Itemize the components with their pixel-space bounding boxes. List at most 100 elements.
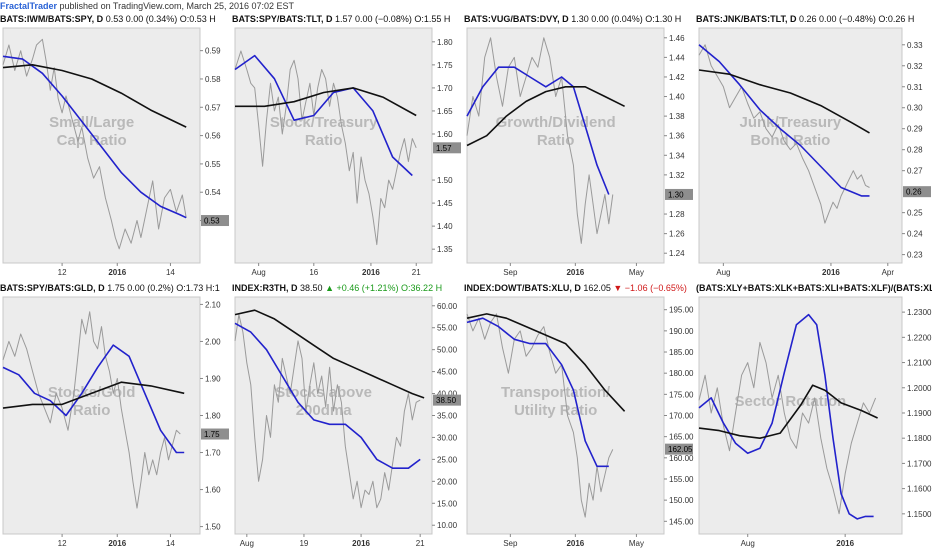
y-tick-label: 1.44: [669, 53, 685, 62]
x-tick-label: Sep: [503, 268, 518, 277]
last-value-label: 1.30: [668, 190, 684, 199]
x-tick-label: 21: [416, 539, 425, 548]
y-tick-label: 1.38: [669, 112, 685, 121]
series-line-ma_slow: [2, 381, 185, 409]
series-line-price: [2, 311, 181, 509]
x-tick-label: 2016: [566, 539, 584, 548]
last-value-label: 0.53: [204, 217, 220, 226]
x-tick-label: 14: [166, 268, 175, 277]
last-value-label: 1.57: [436, 144, 452, 153]
y-tick-label: 50.00: [437, 346, 458, 355]
series-line-ma_fast: [2, 344, 185, 454]
series-line-ma_fast: [466, 317, 609, 468]
chart-panel-small-large[interactable]: BATS:IWM/BATS:SPY, D 0.53 0.00 (0.34%) O…: [0, 13, 230, 279]
y-tick-label: 1.65: [437, 107, 453, 116]
plot-area: [698, 296, 903, 535]
chart-panel-stocks-gold[interactable]: BATS:SPY/BATS:GLD, D 1.75 0.00 (0.2%) O:…: [0, 282, 230, 550]
y-tick-label: 0.33: [907, 41, 923, 50]
publish-banner: FractalTrader published on TradingView.c…: [0, 0, 932, 12]
chart-overlay-label: Stock/Treasury: [270, 114, 378, 131]
last-value-label: 0.26: [906, 188, 922, 197]
y-tick-label: 1.50: [437, 176, 453, 185]
y-tick-label: 0.59: [205, 47, 221, 56]
panel-header: BATS:SPY/BATS:TLT, D 1.57 0.00 (−0.08%) …: [232, 13, 450, 26]
y-tick-label: 1.46: [669, 34, 685, 43]
chart-overlay-label: Cap Ratio: [57, 132, 127, 149]
series-line-ma_slow: [698, 69, 870, 134]
y-tick-label: 0.23: [907, 251, 923, 260]
y-tick-label: 1.75: [437, 61, 453, 70]
y-tick-label: 165.00: [669, 433, 694, 442]
series-line-price: [698, 341, 877, 515]
panel-symbol: INDEX:DOWT/BATS:XLU, D: [464, 283, 581, 293]
chart-overlay-label: Growth/Dividend: [496, 114, 616, 131]
chart-overlay-label: Ratio: [73, 402, 111, 419]
y-tick-label: 175.00: [669, 390, 694, 399]
y-tick-label: 185.00: [669, 348, 694, 357]
series-line-ma_fast: [698, 313, 874, 520]
x-tick-label: 2016: [822, 268, 840, 277]
series-line-ma_slow: [2, 63, 187, 128]
chart-panel-sector-rotation[interactable]: (BATS:XLY+BATS:XLK+BATS:XLI+BATS:XLF)/(B…: [696, 282, 932, 550]
last-value-label: 162.05: [668, 445, 693, 454]
y-tick-label: 1.90: [205, 374, 221, 383]
x-tick-label: 2016: [352, 539, 370, 548]
chart-svg[interactable]: Transportation/Utility Ratio 195.00 190.00…: [464, 282, 694, 550]
chart-panel-stock-treasury[interactable]: BATS:SPY/BATS:TLT, D 1.57 0.00 (−0.08%) …: [232, 13, 462, 279]
panel-symbol: BATS:SPY/BATS:TLT, D: [232, 14, 333, 24]
series-line-price: [698, 44, 870, 224]
y-tick-label: 1.50: [205, 523, 221, 532]
chart-svg[interactable]: Stocks/GoldRatio2.102.001.901.801.701.60…: [0, 282, 230, 550]
chart-panel-growth-dividend[interactable]: BATS:VUG/BATS:DVY, D 1.30 0.00 (0.04%) O…: [464, 13, 694, 279]
chart-overlay-label: 200dma: [296, 402, 353, 419]
chart-overlay-label: Ratio: [305, 132, 343, 149]
panel-header: INDEX:DOWT/BATS:XLU, D 162.05 ▼ −1.06 (−…: [464, 282, 687, 295]
plot-area: [2, 27, 201, 264]
y-tick-label: 1.1900: [907, 409, 932, 418]
panel-header: BATS:SPY/BATS:GLD, D 1.75 0.00 (0.2%) O:…: [0, 282, 220, 295]
publisher-name[interactable]: FractalTrader: [0, 1, 58, 11]
chart-panel-stocks-above-200dma[interactable]: INDEX:R3TH, D 38.50 ▲ +0.46 (+1.21%) O:3…: [232, 282, 462, 550]
y-tick-label: 1.1800: [907, 434, 932, 443]
chart-svg[interactable]: Sector Rotation 1.2300 1.2200 1.2100 1.2000 1…: [696, 282, 932, 550]
y-tick-label: 1.1600: [907, 485, 932, 494]
chart-panel-junk-treasury[interactable]: BATS:JNK/BATS:TLT, D 0.26 0.00 (−0.48%) …: [696, 13, 932, 279]
plot-area: [466, 296, 665, 535]
x-tick-label: 16: [309, 268, 318, 277]
chart-overlay-label: Sector Rotation: [735, 393, 847, 410]
chart-panel-transport-utility[interactable]: INDEX:DOWT/BATS:XLU, D 162.05 ▼ −1.06 (−…: [464, 282, 694, 550]
x-tick-label: May: [629, 268, 644, 277]
y-tick-label: 40.00: [437, 390, 458, 399]
x-tick-label: May: [629, 539, 644, 548]
y-tick-label: 1.35: [437, 245, 453, 254]
y-tick-label: 55.00: [437, 324, 458, 333]
series-line-ma_fast: [698, 44, 870, 197]
y-tick-label: 15.00: [437, 499, 458, 508]
x-tick-label: 21: [412, 268, 421, 277]
y-tick-label: 10.00: [437, 521, 458, 530]
y-tick-label: 1.80: [437, 38, 453, 47]
series-line-ma_slow: [234, 309, 425, 399]
y-tick-label: 195.00: [669, 306, 694, 315]
series-line-ma_slow: [698, 384, 878, 439]
panel-values: 1.75 0.00 (0.2%) O:1.73 H:1: [107, 283, 220, 293]
last-value-tag: [903, 186, 931, 198]
y-tick-label: 2.00: [205, 337, 221, 346]
series-line-ma_fast: [234, 322, 421, 469]
series-line-ma_slow: [466, 86, 625, 147]
x-tick-label: 12: [58, 539, 67, 548]
y-tick-label: 145.00: [669, 517, 694, 526]
y-tick-label: 25.00: [437, 455, 458, 464]
y-tick-label: 0.56: [205, 132, 221, 141]
y-tick-label: 0.55: [205, 160, 221, 169]
series-line-price: [466, 313, 614, 518]
chart-svg[interactable]: Stocks above200dma60.0055.0050.0045.0040…: [232, 282, 462, 550]
y-tick-label: 35.00: [437, 412, 458, 421]
y-tick-label: 1.60: [437, 130, 453, 139]
panel-header: BATS:IWM/BATS:SPY, D 0.53 0.00 (0.34%) O…: [0, 13, 216, 26]
panel-values: 1.30 0.00 (0.04%) O:1.30 H: [571, 14, 682, 24]
